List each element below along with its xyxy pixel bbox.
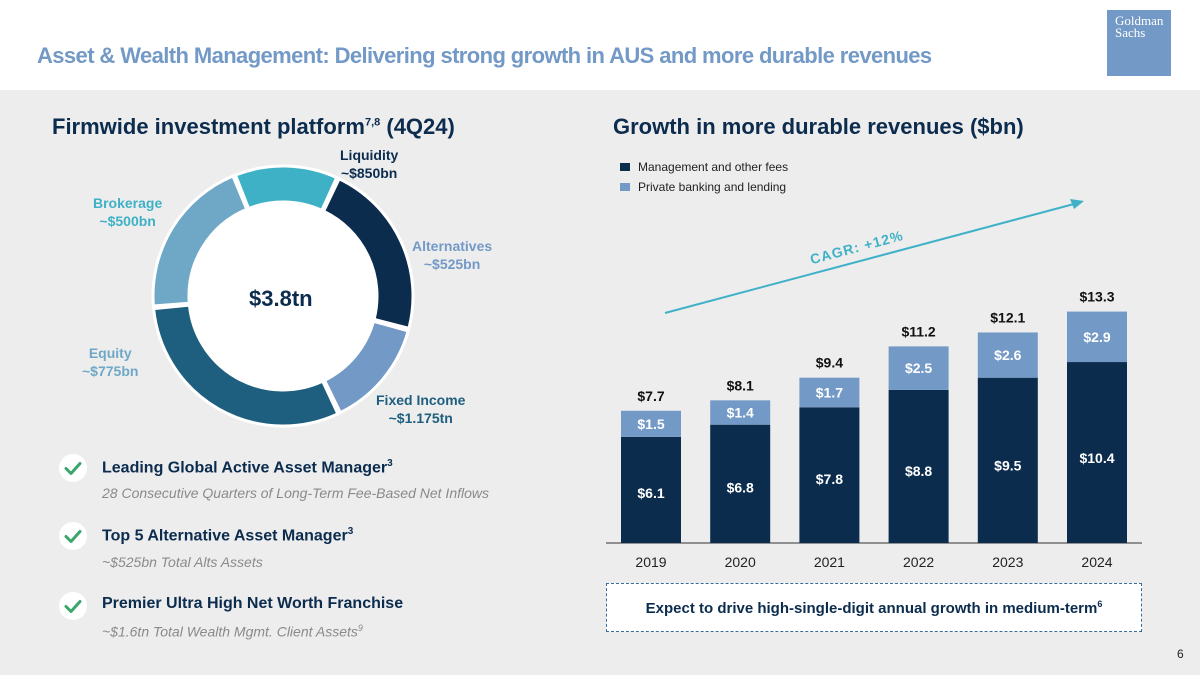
donut-slice-liquidity	[321, 176, 415, 331]
total-label-2023: $12.1	[990, 309, 1025, 325]
label-liquidity-amount: ~$850bn	[340, 165, 398, 181]
data-label-management-2022: $8.8	[905, 463, 932, 479]
growth-callout-footnote: 6	[1097, 599, 1103, 609]
bullet-3-subtitle: ~$1.6tn Total Wealth Mgmt. Client Assets…	[102, 623, 363, 640]
page-number: 6	[1177, 647, 1184, 661]
logo-line-2: Sachs	[1115, 25, 1146, 40]
total-label-2021: $9.4	[816, 355, 843, 371]
bullet-1-subtitle: 28 Consecutive Quarters of Long-Term Fee…	[102, 485, 490, 501]
legend-management-label: Management and other fees	[638, 160, 789, 174]
checkmark-icon	[59, 522, 87, 550]
bullet-1-title-text: Leading Global Active Asset Manager	[102, 459, 388, 477]
bar-management-2022	[888, 389, 949, 543]
label-alternatives-name: Alternatives	[412, 238, 493, 254]
legend-management-fees: Management and other fees	[620, 160, 788, 174]
page-title: Asset & Wealth Management: Delivering st…	[37, 43, 932, 68]
data-label-private-banking-2024: $2.9	[1083, 329, 1110, 345]
x-tick-label-2020: 2020	[725, 554, 756, 570]
cagr-arrow-head	[1070, 199, 1084, 209]
label-equity-amount: ~$775bn	[82, 363, 139, 379]
investment-platform-title-text: Firmwide investment platform	[52, 114, 365, 139]
label-alternatives: Alternatives ~$525bn	[412, 237, 492, 273]
bar-management-2019	[621, 436, 681, 543]
bar-private-banking-2022	[888, 346, 949, 390]
x-tick-label-2024: 2024	[1081, 554, 1112, 570]
bar-management-2024	[1067, 362, 1127, 543]
data-label-private-banking-2022: $2.5	[905, 360, 932, 376]
bullet-3-title: Premier Ultra High Net Worth Franchise	[102, 595, 404, 612]
label-fixed-income-amount: ~$1.175tn	[388, 410, 453, 426]
bullet-2-footnote: 3	[347, 526, 354, 537]
legend-private-banking-label: Private banking and lending	[638, 180, 787, 194]
bullet-2-title-text: Top 5 Alternative Asset Manager	[102, 527, 348, 545]
bar-private-banking-2020	[710, 400, 771, 425]
legend-private-banking: Private banking and lending	[620, 180, 786, 194]
x-tick-label-2022: 2022	[903, 554, 934, 570]
total-label-2019: $7.7	[637, 388, 664, 404]
investment-platform-title-suffix: (4Q24)	[380, 114, 455, 139]
donut-slice-brokerage	[233, 164, 339, 213]
bullet-2-subtitle: ~$525bn Total Alts Assets	[102, 554, 263, 570]
logo-line-1: Goldman	[1115, 13, 1164, 28]
investment-platform-footnote: 7,8	[364, 116, 381, 129]
data-label-management-2021: $7.8	[816, 471, 843, 487]
bar-private-banking-2019	[621, 410, 681, 437]
bar-management-2021	[799, 407, 860, 543]
label-fixed-income: Fixed Income ~$1.175tn	[376, 391, 465, 427]
bullet-1-footnote: 3	[387, 458, 393, 469]
x-tick-label-2019: 2019	[635, 554, 666, 570]
bar-private-banking-2023	[977, 332, 1038, 378]
legend-swatch-management	[620, 163, 630, 171]
label-liquidity: Liquidity ~$850bn	[340, 146, 398, 182]
bar-private-banking-2024	[1067, 311, 1127, 363]
data-label-private-banking-2019: $1.5	[637, 416, 664, 432]
data-label-management-2024: $10.4	[1079, 450, 1114, 466]
checkmark-icon	[59, 454, 87, 482]
label-alternatives-amount: ~$525bn	[423, 256, 481, 272]
donut-slice-equity	[151, 174, 249, 308]
legend-swatch-private-banking	[620, 183, 630, 191]
total-label-2022: $11.2	[901, 323, 935, 339]
goldman-sachs-logo: Goldman Sachs	[1107, 10, 1171, 76]
label-brokerage-name: Brokerage	[93, 195, 163, 211]
donut-center	[190, 203, 376, 389]
label-equity: Equity ~$775bn	[82, 344, 138, 380]
investment-platform-title: Firmwide investment platform7,8 (4Q24)	[52, 114, 455, 140]
donut-slice-fixed-income	[151, 303, 340, 428]
bar-private-banking-2021	[799, 377, 860, 408]
checkmark-icon	[59, 592, 87, 620]
data-label-private-banking-2023: $2.6	[994, 347, 1021, 363]
bar-management-2023	[977, 377, 1038, 543]
data-label-management-2020: $6.8	[727, 479, 754, 495]
data-label-private-banking-2021: $1.7	[816, 384, 843, 400]
x-tick-label-2021: 2021	[814, 554, 845, 570]
bullet-3-footnote: 9	[357, 623, 363, 633]
label-brokerage-amount: ~$500bn	[99, 213, 156, 229]
data-label-management-2023: $9.5	[994, 457, 1021, 473]
label-brokerage: Brokerage ~$500bn	[93, 194, 162, 230]
total-label-2020: $8.1	[727, 377, 754, 393]
revenue-chart-title: Growth in more durable revenues ($bn)	[613, 114, 1024, 139]
bullet-3-subtitle-text: ~$1.6tn Total Wealth Mgmt. Client Assets	[102, 623, 358, 640]
data-label-management-2019: $6.1	[637, 485, 664, 501]
slide-header: Asset & Wealth Management: Delivering st…	[0, 0, 1200, 90]
data-label-private-banking-2020: $1.4	[727, 405, 754, 421]
bullet-2-title: Top 5 Alternative Asset Manager3	[102, 526, 353, 545]
x-tick-label-2023: 2023	[992, 554, 1023, 570]
total-label-2024: $13.3	[1079, 289, 1114, 305]
growth-callout-box: Expect to drive high-single-digit annual…	[606, 583, 1142, 632]
label-fixed-income-name: Fixed Income	[376, 392, 466, 408]
label-liquidity-name: Liquidity	[340, 147, 399, 163]
cagr-trend-arrow	[664, 203, 1075, 314]
bullet-1-title: Leading Global Active Asset Manager3	[102, 458, 393, 477]
platform-total: $3.8tn	[249, 286, 313, 311]
label-equity-name: Equity	[88, 345, 132, 361]
growth-callout-text: Expect to drive high-single-digit annual…	[645, 600, 1098, 617]
bar-management-2020	[710, 424, 771, 543]
donut-slice-alternatives	[322, 319, 411, 415]
